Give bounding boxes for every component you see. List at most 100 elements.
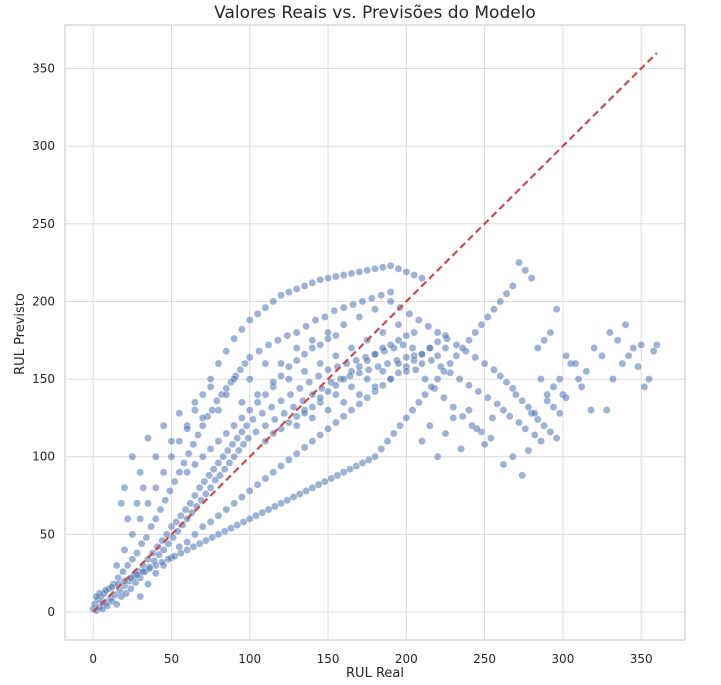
data-point (261, 359, 270, 368)
data-point (330, 306, 339, 315)
data-point (546, 328, 555, 337)
data-point (546, 428, 555, 436)
data-point (230, 452, 238, 461)
reference-line (92, 52, 658, 613)
data-point (371, 452, 379, 461)
data-point (128, 530, 137, 539)
data-point (228, 440, 237, 449)
data-point (202, 490, 210, 498)
data-point (480, 359, 489, 368)
data-point (198, 414, 207, 422)
data-point (183, 538, 191, 547)
data-point (637, 341, 646, 349)
data-point (205, 471, 213, 480)
data-point (634, 362, 642, 371)
data-point (167, 522, 176, 531)
data-point (371, 305, 379, 314)
data-point (258, 409, 267, 418)
data-point (433, 351, 442, 360)
data-point (458, 344, 467, 352)
data-point (540, 421, 548, 430)
data-point (139, 483, 148, 492)
data-point (441, 331, 450, 340)
data-point (166, 487, 174, 495)
data-point (245, 353, 254, 362)
data-point (269, 378, 278, 387)
data-point (220, 465, 229, 474)
data-point (177, 549, 185, 557)
data-point (640, 383, 649, 391)
data-point (120, 546, 129, 554)
data-point (410, 351, 418, 360)
data-point (300, 350, 309, 359)
data-point (308, 336, 317, 345)
data-point (277, 291, 285, 300)
data-point (133, 499, 141, 508)
data-point (324, 406, 332, 415)
data-point (133, 549, 141, 557)
data-point (155, 550, 163, 559)
data-point (308, 278, 317, 287)
data-point (339, 375, 348, 383)
data-point (490, 365, 498, 374)
data-point (629, 344, 638, 352)
y-tick-labels: 0 50 100 150 200 250 300 350 (32, 61, 55, 619)
data-point (305, 378, 314, 387)
data-point (446, 359, 455, 368)
data-point (505, 412, 514, 421)
data-point (352, 462, 361, 470)
data-point (285, 288, 293, 296)
data-point (137, 539, 146, 548)
data-point (490, 305, 498, 314)
data-point (233, 434, 242, 442)
data-point (471, 328, 480, 337)
data-point (285, 375, 293, 383)
data-point (164, 539, 173, 548)
data-point (101, 586, 110, 595)
data-point (238, 398, 246, 407)
data-point (358, 297, 367, 306)
data-point (405, 310, 414, 318)
data-point (502, 289, 511, 298)
data-point (295, 384, 304, 393)
data-point (245, 316, 254, 324)
data-point (261, 303, 270, 312)
data-point (292, 328, 301, 337)
data-point (418, 274, 426, 282)
data-point (394, 264, 403, 273)
data-point (133, 570, 141, 579)
data-point (283, 331, 292, 340)
data-point (414, 316, 423, 324)
x-tick-labels: 0 50 100 150 200 250 300 350 (89, 652, 652, 666)
data-point (292, 344, 301, 352)
data-point (527, 274, 536, 282)
data-point (300, 367, 309, 376)
data-point (277, 462, 285, 470)
data-point (145, 564, 154, 573)
data-point (139, 567, 148, 576)
data-point (147, 522, 155, 531)
data-point (241, 359, 249, 368)
data-point (477, 320, 486, 329)
data-point (269, 468, 278, 477)
data-point (402, 367, 411, 376)
data-point (198, 522, 207, 531)
data-point (238, 428, 246, 436)
y-tick-label: 350 (32, 61, 55, 75)
data-point (198, 452, 207, 461)
x-tick-label: 50 (164, 652, 179, 666)
data-point (249, 415, 257, 424)
data-point (214, 459, 223, 467)
x-tick-label: 150 (317, 652, 340, 666)
data-point (255, 347, 263, 355)
y-tick-label: 150 (32, 372, 55, 386)
data-point (483, 393, 492, 402)
data-point (261, 474, 270, 483)
data-point (164, 555, 173, 564)
data-point (499, 406, 508, 415)
data-point (332, 351, 340, 360)
data-point (487, 434, 495, 442)
data-point (234, 446, 243, 455)
data-point (214, 511, 223, 520)
